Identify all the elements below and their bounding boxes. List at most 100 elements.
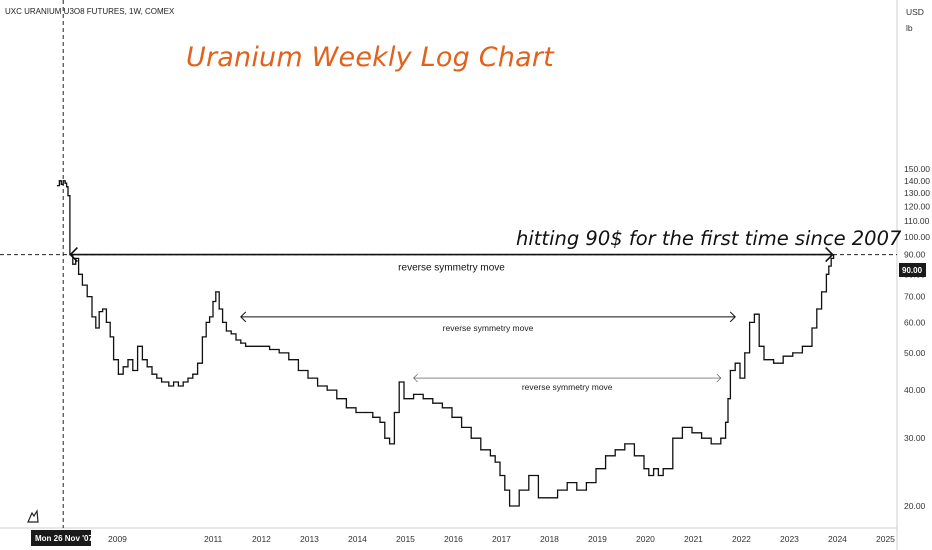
x-tick-label-4: 2014 (348, 534, 367, 544)
price-point-116 (773, 362, 775, 364)
unit-label[interactable]: lb (906, 23, 913, 33)
price-point-92 (614, 449, 616, 451)
price-point-88 (576, 489, 578, 491)
symmetry-arrow-label-2: reverse symmetry move (443, 323, 534, 333)
price-point-0 (56, 185, 59, 187)
price-point-72 (441, 407, 443, 409)
currency-label[interactable]: USD (906, 7, 924, 17)
price-point-108 (729, 369, 732, 372)
price-point-19 (113, 359, 115, 361)
y-tick-label-1: 30.00 (904, 433, 926, 443)
price-point-123 (825, 273, 828, 275)
symmetry-arrow-left-head-3 (413, 373, 418, 383)
symmetry-arrow-label-1: reverse symmetry move (398, 263, 505, 274)
symbol-header: UXC URANIUM U3O8 FUTURES, 1W, COMEX (5, 7, 175, 16)
price-point-48 (245, 345, 247, 347)
price-point-83 (528, 474, 530, 477)
price-point-85 (547, 497, 549, 499)
price-point-8 (72, 263, 74, 265)
price-point-110 (739, 377, 741, 379)
price-point-65 (389, 443, 391, 445)
price-point-100 (672, 437, 674, 439)
price-point-12 (86, 296, 88, 298)
price-point-124 (828, 265, 830, 267)
symmetry-arrow-right-head-1 (825, 247, 834, 263)
price-point-106 (725, 421, 727, 423)
price-point-115 (763, 359, 765, 361)
price-line[interactable] (57, 180, 835, 507)
current-price-text: 90.00 (902, 266, 923, 275)
x-tick-label-0: 2009 (108, 534, 127, 544)
symmetry-arrow-label-3: reverse symmetry move (522, 382, 613, 392)
price-point-89 (585, 482, 588, 484)
price-point-71 (432, 402, 434, 404)
symmetry-arrow-1[interactable]: reverse symmetry move (69, 247, 834, 274)
price-point-18 (109, 336, 111, 338)
price-point-45 (230, 333, 232, 335)
symmetry-arrow-3[interactable]: reverse symmetry move (413, 373, 722, 392)
price-point-64 (384, 437, 386, 439)
price-point-99 (662, 468, 664, 470)
price-point-79 (499, 474, 501, 477)
date-badge-text: Mon 26 Nov '07 (35, 534, 93, 543)
price-point-118 (792, 352, 794, 354)
symmetry-arrow-left-head-2 (240, 311, 247, 323)
y-tick-label-11: 130.00 (904, 188, 930, 198)
x-tick-label-3: 2013 (300, 534, 319, 544)
symmetry-arrow-right-head-2 (729, 311, 736, 323)
price-point-66 (393, 411, 395, 414)
price-point-23 (132, 369, 134, 372)
price-point-2 (60, 183, 62, 185)
price-point-15 (98, 310, 100, 313)
price-point-67 (398, 381, 400, 383)
price-point-26 (146, 366, 148, 368)
price-point-14 (95, 327, 97, 329)
price-point-38 (205, 321, 207, 323)
price-point-42 (218, 308, 220, 310)
y-tick-label-8: 100.00 (904, 232, 930, 242)
price-point-80 (504, 489, 506, 491)
logo-icon[interactable] (27, 509, 39, 523)
price-point-60 (355, 411, 357, 414)
price-point-51 (269, 348, 271, 351)
price-point-96 (648, 474, 650, 477)
price-point-105 (720, 437, 722, 439)
price-point-36 (197, 362, 199, 364)
price-point-101 (681, 426, 684, 429)
price-point-61 (365, 411, 367, 414)
price-point-103 (701, 437, 703, 439)
y-tick-label-2: 40.00 (904, 385, 926, 395)
price-point-54 (297, 369, 299, 372)
price-point-1 (58, 180, 60, 182)
price-point-56 (317, 385, 319, 387)
price-point-57 (326, 389, 328, 391)
x-tick-label-15: 2025 (876, 534, 895, 544)
price-point-119 (801, 345, 804, 347)
price-point-44 (225, 330, 227, 332)
x-tick-label-13: 2023 (780, 534, 799, 544)
chart-title: Uranium Weekly Log Chart (186, 42, 555, 73)
y-tick-label-5: 70.00 (904, 292, 926, 302)
y-tick-label-4: 60.00 (904, 317, 926, 327)
price-point-59 (345, 407, 347, 409)
price-point-126 (833, 254, 835, 256)
price-point-58 (336, 398, 338, 400)
y-tick-label-9: 110.00 (904, 216, 930, 226)
y-axis-ticks: 20.0030.0040.0050.0060.0070.0080.0090.00… (904, 164, 930, 511)
symmetry-arrow-2[interactable]: reverse symmetry move (240, 311, 736, 333)
price-point-114 (758, 345, 760, 347)
price-point-95 (643, 468, 645, 470)
x-tick-label-5: 2015 (396, 534, 415, 544)
price-point-117 (782, 355, 784, 357)
price-point-109 (734, 362, 736, 364)
price-point-22 (127, 359, 129, 361)
price-point-102 (691, 432, 693, 434)
price-point-91 (605, 455, 607, 457)
x-tick-label-2: 2012 (252, 534, 271, 544)
price-point-93 (624, 443, 626, 445)
price-point-94 (633, 455, 636, 457)
price-point-121 (816, 308, 818, 310)
y-tick-label-3: 50.00 (904, 348, 926, 358)
price-point-4 (64, 182, 66, 184)
